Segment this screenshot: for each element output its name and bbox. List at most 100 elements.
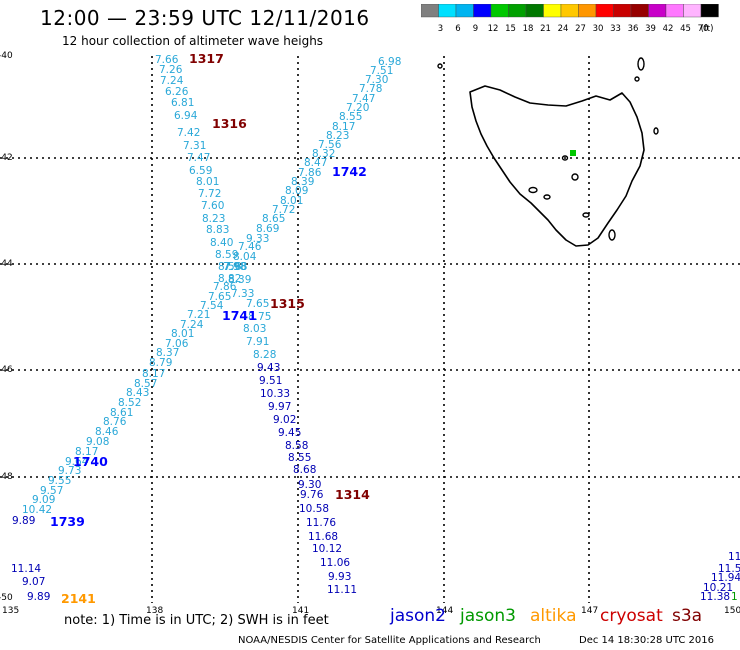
wave-reading: 9.93 [328,571,351,583]
island-outline [528,186,538,194]
orbit-pass-label: 1317 [189,51,224,66]
wave-reading: 7.66 [155,54,179,66]
wave-reading: 8.57 [134,378,157,390]
wave-height-readings: 6.987.517.307.787.477.208.558.178.237.56… [11,54,740,603]
scale-label: 18 [523,24,534,34]
wave-reading: 9.89 [12,515,35,527]
wave-reading: 8.79 [149,357,172,369]
wave-reading: 10.12 [312,543,342,555]
longitude-labels: 135 138 141 144 147 150 [2,606,740,616]
wave-reading: 1 [731,591,738,603]
latitude-label: -50 [0,593,13,603]
wave-reading: 8.55 [288,452,311,464]
wave-reading: 8.01 [171,328,194,340]
island-outline [571,173,579,181]
scale-label: 42 [663,24,674,34]
wave-reading: 11.06 [320,557,350,569]
scale-label: 70 [698,24,709,34]
wave-reading: 10.42 [22,504,52,516]
orbit-pass-label: 1740 [73,454,108,469]
wave-reading: 7.47 [187,152,210,164]
island-outline [582,212,590,218]
wave-reading: 8.82 [218,273,241,285]
latitude-label: -48 [0,472,13,482]
wave-reading: 9.30 [298,479,321,491]
wave-reading: 8.55 [339,111,362,123]
wave-reading: 7.30 [365,74,388,86]
wave-reading: 7.26 [159,64,183,76]
latitude-label: -40 [0,51,13,61]
wave-reading: 7.42 [177,127,200,139]
wave-reading: 9.07 [22,576,45,588]
wave-reading: 7.56 [318,139,342,151]
wave-reading: 8.17 [332,121,355,133]
island-outline [437,63,443,69]
wave-reading: 9.89 [27,591,50,603]
orbit-pass-label: 1739 [50,514,85,529]
wave-reading: 7.78 [359,83,382,95]
wave-reading: 6.59 [189,165,212,177]
scale-label: 12 [488,24,499,34]
island-outline [653,127,659,135]
wave-reading: 7.47 [352,93,375,105]
wave-reading: 9.55 [48,475,71,487]
wave-reading: 8.68 [293,464,316,476]
island-outline [634,76,640,82]
wave-reading: 8.39 [291,176,314,188]
wave-reading: 8.01 [196,176,219,188]
wave-reading: 11.68 [308,531,338,543]
wave-reading: 9.73 [58,465,81,477]
wave-reading: 8.17 [75,446,98,458]
wave-reading: 7.60 [201,200,224,212]
scale-label: 30 [593,24,604,34]
wave-reading: 11.38 [700,591,730,603]
orbit-pass-label: 2141 [61,591,96,606]
orbit-pass-label: 1314 [335,487,370,502]
wave-reading: 7.46 [238,241,262,253]
wave-reading: 9.51 [259,375,282,387]
latitude-label: -42 [0,153,13,163]
scale-label: 24 [558,24,569,34]
wave-reading: 8.75 [248,311,271,323]
scale-label: 15 [505,24,516,34]
longitude-label: 135 [2,606,19,616]
wave-reading: 6.98 [378,56,401,68]
wave-reading: 8.01 [280,195,303,207]
scale-label: 45 [680,24,691,34]
latitude-label: -44 [0,259,13,269]
wave-reading: 7.86 [213,281,237,293]
scale-label: 39 [645,24,656,34]
wave-reading: 8.03 [243,323,266,335]
orbit-pass-labels: 1317 1316 1315 1314 1742 1741 1740 1739 2141 [50,51,370,606]
wave-reading: 7.98 [223,261,246,273]
wave-reading: 7.24 [180,319,204,331]
wave-reading: 7.31 [183,140,206,152]
wave-reading: 8.76 [103,416,127,428]
scale-label: 21 [540,24,551,34]
wave-reading: 8.83 [206,224,229,236]
satellite-s3a: s3a [672,606,703,626]
wave-reading: 11.94 [711,572,740,584]
longitude-label: 144 [436,606,453,616]
wave-reading: 9.08 [86,436,109,448]
wave-reading: 7.24 [160,75,184,87]
scale-swatch [700,4,719,18]
wave-reading: 8.43 [126,387,149,399]
scale-label: 6 [455,24,460,34]
island-outline [637,57,645,71]
longitude-label: 147 [581,606,598,616]
page-subtitle: 12 hour collection of altimeter wave hei… [62,34,324,48]
wave-reading: 7.33 [231,288,254,300]
island-outline [543,194,551,200]
map-grid [0,56,740,603]
wave-reading: 8.65 [262,213,285,225]
page-title: 12:00 — 23:59 UTC 12/11/2016 [40,6,370,30]
wave-reading: 6.81 [171,97,194,109]
scale-label: 3 [438,24,443,34]
wave-reading: 8.59 [215,249,238,261]
wave-reading: 8.46 [95,426,119,438]
island-outline [608,229,616,241]
orbit-pass-label: 1316 [212,116,247,131]
wave-reading: 9.97 [268,401,291,413]
wave-reading: 7.65 [208,291,231,303]
